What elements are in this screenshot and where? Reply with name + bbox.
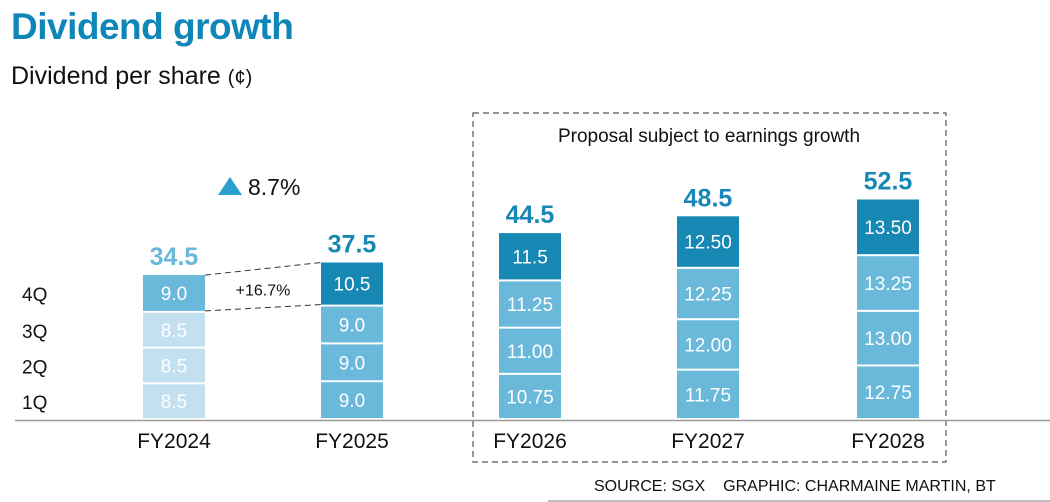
segment-label-fy2025-4q: 10.5 (334, 275, 371, 296)
segment-label-fy2024-4q: 9.0 (161, 284, 187, 305)
total-label-fy2025: 37.5 (328, 231, 377, 259)
bar-segment-fy2024-3q (143, 312, 205, 347)
row-label-2q: 2Q (22, 357, 47, 378)
x-tick-label-fy2024: FY2024 (137, 430, 211, 453)
total-growth-label: 8.7% (248, 174, 300, 200)
bar-segment-fy2028-2q (857, 311, 919, 365)
bar-segment-fy2026-2q (499, 328, 561, 373)
x-tick-label-fy2027: FY2027 (671, 430, 745, 453)
credit-text: GRAPHIC: CHARMAINE MARTIN, BT (723, 478, 996, 495)
segment-label-fy2026-2q: 11.00 (507, 342, 553, 363)
segment-label-fy2024-2q: 8.5 (161, 356, 187, 377)
bar-segment-fy2025-3q (321, 306, 383, 343)
total-label-fy2028: 52.5 (864, 168, 913, 196)
bar-segment-fy2027-4q (677, 216, 739, 267)
bar-segment-fy2025-4q (321, 262, 383, 305)
segment-label-fy2026-1q: 10.75 (506, 387, 554, 408)
segment-label-fy2026-4q: 11.5 (512, 247, 548, 268)
q4-growth-label: +16.7% (236, 282, 291, 299)
x-tick-label-fy2028: FY2028 (851, 430, 925, 453)
x-tick-label-fy2025: FY2025 (315, 430, 389, 453)
segment-label-fy2025-1q: 9.0 (339, 391, 365, 412)
q4-connector-top (204, 262, 322, 276)
triangle-up-icon (218, 177, 242, 195)
q4-connector-bottom (204, 304, 322, 312)
row-label-3q: 3Q (22, 322, 47, 343)
bar-segment-fy2024-4q (143, 275, 205, 311)
footer-rule (548, 500, 1050, 502)
segment-label-fy2025-2q: 9.0 (339, 353, 365, 374)
subtitle-text: Dividend per share (11, 62, 221, 90)
bar-segment-fy2028-3q (857, 256, 919, 310)
chart-title: Dividend growth (11, 6, 294, 47)
total-label-fy2026: 44.5 (506, 201, 555, 229)
bar-segment-fy2024-2q (143, 348, 205, 383)
total-label-fy2024: 34.5 (150, 243, 199, 271)
segment-label-fy2028-2q: 13.00 (864, 329, 912, 350)
bar-segment-fy2026-4q (499, 233, 561, 280)
source-text: SOURCE: SGX (594, 478, 706, 495)
bar-segment-fy2027-2q (677, 320, 739, 369)
segment-label-fy2028-3q: 13.25 (864, 274, 912, 295)
bar-segment-fy2026-3q (499, 281, 561, 327)
bar-segment-fy2025-2q (321, 344, 383, 381)
chart-subtitle: Dividend per share (¢) (11, 62, 252, 91)
total-label-fy2027: 48.5 (684, 184, 733, 212)
segment-label-fy2028-1q: 12.75 (864, 383, 912, 404)
segment-label-fy2024-1q: 8.5 (161, 392, 187, 413)
segment-label-fy2028-4q: 13.50 (864, 218, 912, 239)
x-tick-label-fy2026: FY2026 (493, 430, 567, 453)
segment-label-fy2025-3q: 9.0 (339, 316, 365, 337)
segment-label-fy2027-1q: 11.75 (685, 385, 731, 406)
bar-segment-fy2025-1q (321, 382, 383, 418)
unit-label: (¢) (227, 67, 253, 89)
segment-label-fy2027-3q: 12.25 (684, 285, 732, 306)
bar-segment-fy2028-4q (857, 199, 919, 255)
row-label-1q: 1Q (22, 393, 47, 414)
row-label-4q: 4Q (22, 285, 47, 306)
proposal-box-label: Proposal subject to earnings growth (558, 126, 860, 147)
segment-label-fy2027-2q: 12.00 (684, 335, 732, 356)
bar-segment-fy2028-1q (857, 366, 919, 418)
segment-label-fy2027-4q: 12.50 (684, 233, 732, 254)
source-line: SOURCE: SGX GRAPHIC: CHARMAINE MARTIN, BT (594, 478, 1014, 496)
bar-segment-fy2026-1q (499, 374, 561, 418)
segment-label-fy2024-3q: 8.5 (161, 321, 187, 342)
bar-segment-fy2024-1q (143, 384, 205, 418)
bar-segment-fy2027-3q (677, 268, 739, 319)
bar-segment-fy2027-1q (677, 370, 739, 418)
segment-label-fy2026-3q: 11.25 (507, 295, 553, 316)
